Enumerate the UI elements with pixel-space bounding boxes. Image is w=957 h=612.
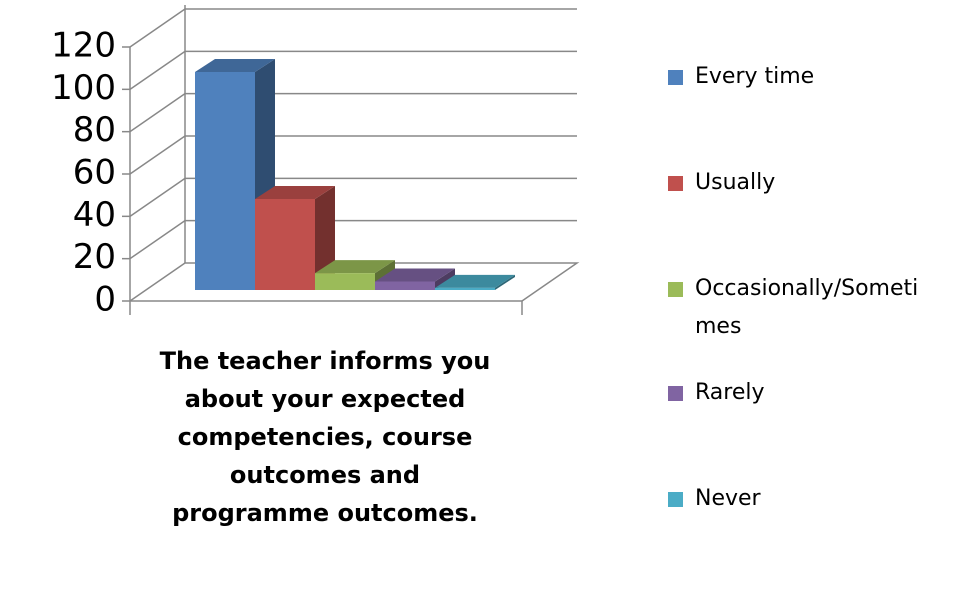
legend-label: Every time [695, 64, 815, 89]
bar-face [195, 71, 255, 290]
bar-face [495, 274, 515, 290]
category-label: The teacher informs you about your expec… [159, 347, 491, 527]
legend-swatch [668, 70, 683, 85]
bar-face [315, 273, 375, 290]
y-tick-label: 60 [73, 153, 116, 193]
y-tick-label: 120 [51, 26, 116, 66]
legend-item: Usually [668, 164, 938, 202]
legend-label: Rarely [695, 380, 765, 405]
y-tick-label: 40 [73, 195, 116, 235]
legend-label: Usually [695, 170, 776, 195]
legend-swatch [668, 386, 683, 401]
grid-line [129, 135, 577, 175]
legend-swatch [668, 492, 683, 507]
bar-face [375, 281, 435, 290]
grid-line [129, 92, 577, 133]
bar-face [255, 198, 315, 290]
y-tick-label: 100 [51, 68, 116, 108]
y-tick-label: 0 [94, 280, 116, 320]
bar [435, 274, 515, 290]
bar-face [375, 268, 455, 282]
grid-line [129, 50, 577, 90]
y-tick-label: 80 [73, 110, 116, 150]
legend-item: Rarely [668, 374, 938, 412]
grid-line [129, 177, 577, 217]
bar-face [195, 58, 275, 72]
grid-line [129, 8, 577, 48]
bar-face [435, 287, 495, 290]
legend-item: Occasionally/Sometimes [668, 270, 938, 346]
legend-swatch [668, 176, 683, 191]
legend-item: Every time [668, 58, 938, 96]
legend-swatch [668, 282, 683, 297]
legend-label: Never [695, 486, 761, 511]
legend-item: Never [668, 480, 938, 518]
bar-face [315, 260, 395, 274]
grid-line [129, 219, 577, 260]
legend-label: Occasionally/Sometimes [695, 276, 919, 339]
bar-face [255, 185, 335, 199]
y-tick-label: 20 [73, 237, 116, 277]
bar-face [435, 274, 515, 288]
